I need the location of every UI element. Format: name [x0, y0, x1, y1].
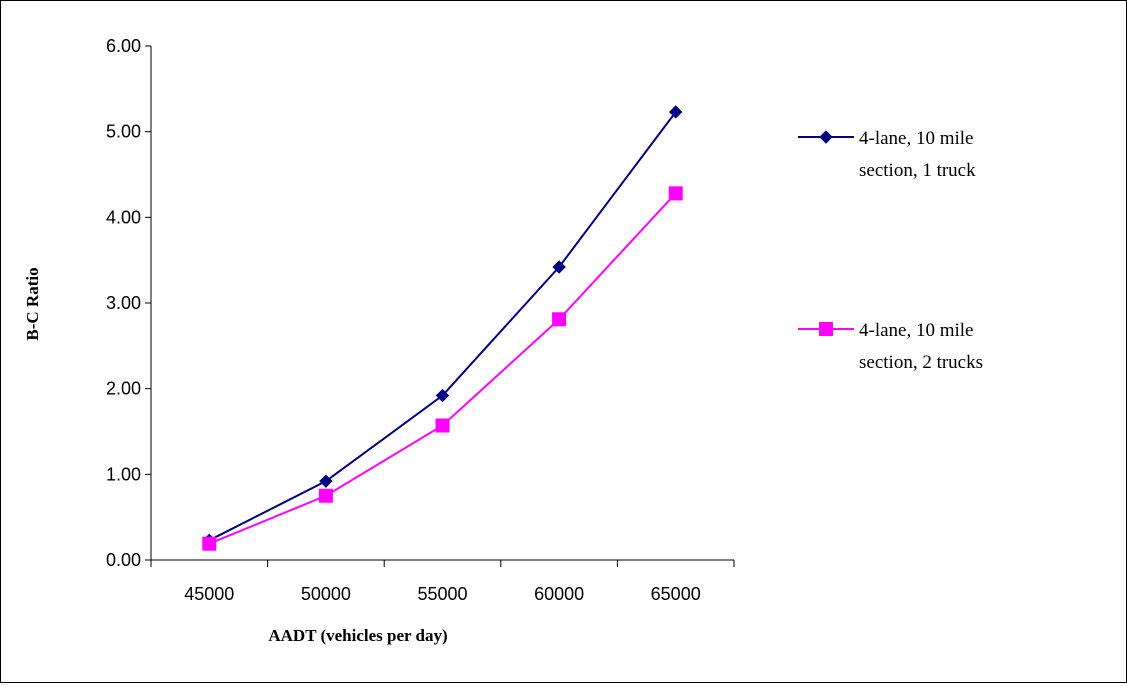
tick-labels: 0.00 1.00 2.00 3.00 4.00 5.00 6.00 45000 50000 55… — [106, 36, 701, 604]
y-tick-label: 6.00 — [106, 36, 141, 56]
legend-label: section, 1 truck — [859, 160, 976, 181]
y-tick-label: 4.00 — [106, 207, 141, 227]
series-2 — [202, 186, 683, 551]
data-point — [319, 474, 333, 488]
y-tick-label: 2.00 — [106, 379, 141, 399]
x-tick-label: 65000 — [651, 584, 701, 604]
legend-label: 4-lane, 10 mile — [859, 320, 974, 341]
data-point — [668, 105, 683, 119]
data-point — [552, 312, 567, 327]
series-line — [208, 111, 677, 542]
x-axis-title: AADT (vehicles per day) — [268, 626, 447, 645]
y-tick-label: 3.00 — [106, 293, 141, 313]
y-tick-label: 5.00 — [106, 122, 141, 142]
legend-marker — [819, 130, 833, 144]
y-tick-label: 0.00 — [106, 550, 141, 570]
x-tick-label: 50000 — [301, 584, 351, 604]
legend-item-2: 4-lane, 10 mile section, 2 trucks — [798, 320, 983, 373]
x-tick-label: 45000 — [184, 584, 234, 604]
x-tick-label: 60000 — [534, 584, 584, 604]
y-axis-title: B-C Ratio — [23, 267, 42, 340]
legend-label: section, 2 trucks — [859, 352, 983, 373]
legend-label: 4-lane, 10 mile — [859, 128, 974, 149]
series-layer — [202, 105, 683, 551]
data-point — [435, 418, 450, 433]
series-1 — [202, 105, 683, 548]
data-point — [668, 186, 683, 201]
data-point — [435, 388, 450, 403]
legend-item-1: 4-lane, 10 mile section, 1 truck — [798, 128, 976, 181]
x-tick-label: 55000 — [417, 584, 467, 604]
data-point — [202, 536, 217, 551]
series-line — [208, 192, 677, 545]
legend-marker — [819, 322, 833, 336]
data-point — [552, 260, 566, 274]
data-point — [318, 488, 333, 503]
y-tick-label: 1.00 — [106, 464, 141, 484]
axes — [145, 45, 735, 567]
